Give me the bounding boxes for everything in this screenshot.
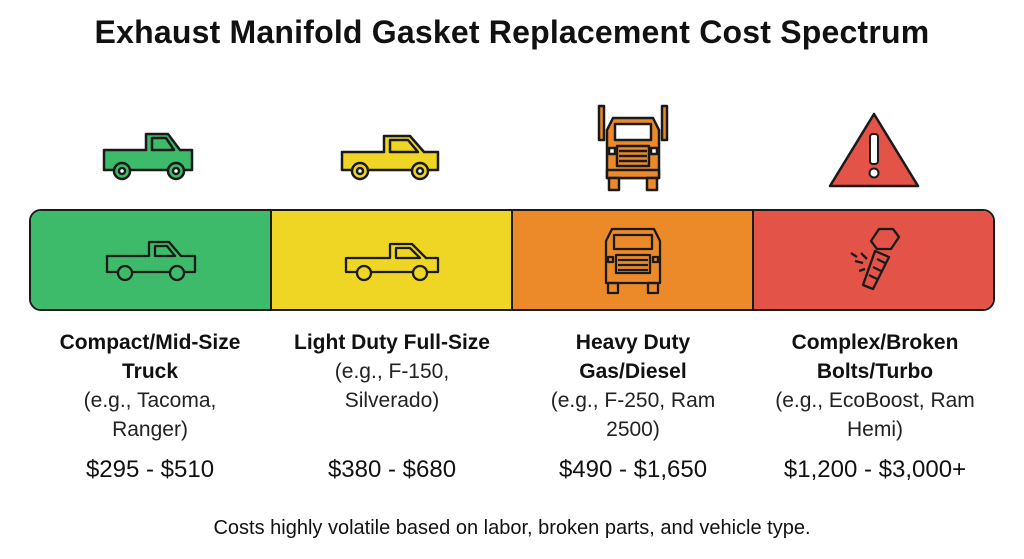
tier-price-complex: $1,200 - $3,000+ [783,456,967,483]
semi-truck-outline-icon [604,227,661,295]
green-pickup-truck-icon [102,132,194,181]
tier-name-line2: Gas/Diesel [579,360,687,383]
broken-bolt-icon [849,227,900,291]
cost-spectrum-bar [29,209,995,311]
tier-example-line1: (e.g., EcoBoost, Ram [775,389,975,412]
segment-complex [754,211,993,309]
footer-note: Costs highly volatile based on labor, br… [213,517,811,539]
tier-example-line2: 2500) [606,418,660,441]
tier-example-line2: Silverado) [344,389,440,412]
pickup-truck-outline-icon [344,242,439,282]
segment-heavy-duty [513,211,754,309]
tier-example-line1: (e.g., F-250, Ram [550,389,716,412]
pickup-truck-outline-icon [105,240,196,282]
tier-name-line1: Compact/Mid-Size [59,331,241,354]
red-warning-icon [828,112,920,188]
tier-example-line2: Ranger) [112,418,188,441]
tier-example-line2: Hemi) [847,418,903,441]
tier-name-line2: Truck [121,360,179,383]
orange-semi-truck-icon [597,104,669,192]
tier-label-heavy-duty: Heavy Duty Gas/Diesel (e.g., F-250, Ram … [512,328,754,444]
tier-price-heavy-duty: $490 - $1,650 [558,456,708,483]
segment-light-duty [272,211,513,309]
tier-example-line1: (e.g., Tacoma, [83,389,217,412]
tier-label-complex: Complex/Broken Bolts/Turbo (e.g., EcoBoo… [754,328,996,444]
tier-name-line1: Complex/Broken [791,331,959,354]
tier-name-line2: Bolts/Turbo [816,360,934,383]
page-title: Exhaust Manifold Gasket Replacement Cost… [94,14,930,50]
tier-label-light-duty: Light Duty Full-Size (e.g., F-150, Silve… [271,328,513,415]
yellow-pickup-truck-icon [340,134,440,181]
tier-example-line1: (e.g., F-150, [334,360,450,383]
tier-price-compact: $295 - $510 [85,456,215,483]
tier-name-line1: Light Duty Full-Size [294,331,490,354]
tier-name-line1: Heavy Duty [575,331,691,354]
segment-compact [31,211,272,309]
tier-price-light-duty: $380 - $680 [327,456,457,483]
tier-label-compact: Compact/Mid-Size Truck (e.g., Tacoma, Ra… [29,328,271,444]
